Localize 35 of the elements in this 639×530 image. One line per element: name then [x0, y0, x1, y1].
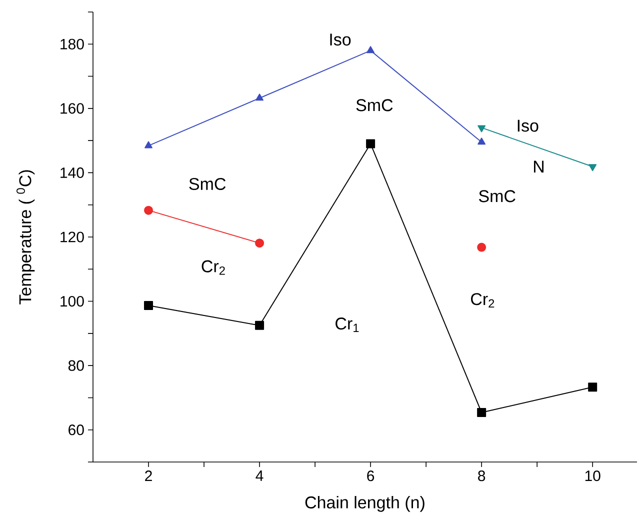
point [478, 138, 486, 145]
annotation: Iso [330, 34, 351, 46]
point [144, 300, 154, 310]
point [144, 141, 152, 148]
x-axis-title: Chain length (n) [305, 496, 424, 512]
x-tick-label: 10 [585, 470, 600, 482]
y-tick-label: 180 [60, 38, 84, 50]
x-tick-label: 6 [367, 470, 374, 482]
y-tick-label: 120 [60, 232, 84, 242]
annotation: Iso [518, 120, 538, 132]
point [477, 408, 486, 417]
annotation: SmC [356, 99, 393, 112]
x-tick-label: 2 [145, 470, 152, 481]
y-tick-label: 100 [60, 296, 84, 307]
point [255, 238, 264, 248]
annotation: SmC [478, 190, 516, 202]
x-tick-label: 8 [478, 470, 486, 482]
y-axis-title: Temperature ( $^{0}$C) [16, 170, 35, 304]
annotation: Cr$_{1}$ [336, 318, 359, 332]
y-tick-label: 160 [60, 103, 84, 114]
point [255, 320, 264, 330]
y-tick-label: 140 [60, 167, 84, 178]
annotation: SmC [189, 178, 226, 190]
point [256, 94, 264, 101]
y-tick-label: 60 [68, 424, 84, 436]
point [366, 139, 376, 148]
point [144, 206, 154, 215]
annotation: Cr$_{2}$ [471, 293, 494, 308]
point [588, 382, 598, 392]
annotation: Cr$_{2}$ [202, 260, 225, 275]
point [366, 46, 375, 54]
y-tick-label: 80 [68, 360, 84, 371]
annotation: N [534, 160, 544, 172]
point [477, 242, 486, 252]
x-tick-label: 4 [256, 470, 264, 481]
